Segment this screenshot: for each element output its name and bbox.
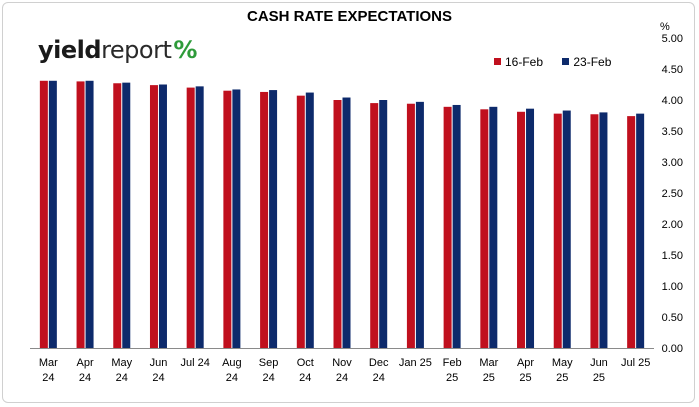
x-tick-label-line2: 24 xyxy=(42,372,54,384)
bar-23-feb-13 xyxy=(526,108,535,349)
y-tick-label: 4.00 xyxy=(662,95,683,107)
x-tick-label-line2: 24 xyxy=(116,372,128,384)
x-tick-label-line2: 25 xyxy=(556,372,568,384)
x-tick-label: Jun xyxy=(150,357,168,369)
x-tick-label: May xyxy=(111,357,132,369)
x-tick-label-line2: 25 xyxy=(519,372,531,384)
x-tick-label: Nov xyxy=(332,357,352,369)
x-tick-label-line2: 25 xyxy=(593,372,605,384)
bar-23-feb-6 xyxy=(269,90,278,348)
x-tick-label-line2: 24 xyxy=(226,372,238,384)
x-tick-label-line2: 24 xyxy=(336,372,348,384)
legend-label-16-feb: 16-Feb xyxy=(505,55,544,69)
bar-23-feb-16 xyxy=(636,113,645,348)
bar-23-feb-5 xyxy=(232,89,241,349)
bar-23-feb-7 xyxy=(305,92,314,348)
x-tick-label: Apr xyxy=(517,357,534,369)
x-tick-label: Aug xyxy=(222,357,242,369)
bar-23-feb-2 xyxy=(122,82,131,348)
y-tick-label: 4.50 xyxy=(662,64,683,76)
bar-23-feb-10 xyxy=(415,101,424,348)
logo-word-report: report xyxy=(101,36,172,64)
y-tick-label: 2.50 xyxy=(662,188,683,200)
x-tick-label: Oct xyxy=(297,357,314,369)
y-tick-label: 5.00 xyxy=(662,33,683,45)
legend-swatch-16-feb xyxy=(494,58,501,65)
bar-23-feb-0 xyxy=(48,80,57,348)
bar-16-feb-4 xyxy=(186,87,195,348)
bar-16-feb-8 xyxy=(333,100,342,348)
x-tick-label: Jun xyxy=(590,357,608,369)
x-tick-label-line2: 24 xyxy=(262,372,274,384)
y-tick-label: 2.00 xyxy=(662,219,683,231)
bar-23-feb-11 xyxy=(452,104,461,349)
x-tick-label: Mar xyxy=(479,357,498,369)
y-axis-unit: % xyxy=(660,21,670,33)
bar-16-feb-5 xyxy=(223,90,232,348)
y-tick-label: 1.00 xyxy=(662,281,683,293)
legend-item-16-feb: 16-Feb xyxy=(494,55,543,69)
y-tick-label: 1.50 xyxy=(662,250,683,262)
x-tick-label: Mar xyxy=(39,357,58,369)
y-tick-label: 3.50 xyxy=(662,126,683,138)
legend-item-23-feb: 23-Feb xyxy=(562,55,611,69)
x-tick-label-line2: 25 xyxy=(483,372,495,384)
x-tick-label: Jul 25 xyxy=(621,357,650,369)
x-tick-label: Feb xyxy=(443,357,462,369)
bar-16-feb-13 xyxy=(517,111,526,348)
legend: 16-Feb 23-Feb xyxy=(494,55,627,69)
x-tick-label-line2: 24 xyxy=(152,372,164,384)
x-tick-label: Apr xyxy=(76,357,93,369)
x-tick-label: Sep xyxy=(259,357,279,369)
bar-16-feb-9 xyxy=(370,103,379,348)
bar-16-feb-6 xyxy=(260,91,269,348)
yieldreport-logo: yieldreport% xyxy=(38,38,197,62)
x-tick-label-line2: 24 xyxy=(79,372,91,384)
bar-16-feb-16 xyxy=(627,116,636,349)
bar-16-feb-7 xyxy=(296,95,305,348)
bar-23-feb-3 xyxy=(158,84,167,348)
bar-23-feb-1 xyxy=(85,80,94,348)
bar-23-feb-8 xyxy=(342,97,351,349)
chart-title: CASH RATE EXPECTATIONS xyxy=(246,8,452,25)
x-tick-label: Jan 25 xyxy=(399,357,432,369)
bar-16-feb-14 xyxy=(553,113,562,348)
x-tick-label: Dec xyxy=(369,357,389,369)
y-tick-label: 0.50 xyxy=(662,312,683,324)
x-tick-label: Jul 24 xyxy=(180,357,209,369)
x-tick-label-line2: 24 xyxy=(299,372,311,384)
bar-16-feb-12 xyxy=(480,109,489,348)
x-tick-label: May xyxy=(552,357,573,369)
bar-16-feb-1 xyxy=(76,81,85,349)
x-tick-label-line2: 24 xyxy=(373,372,385,384)
bar-16-feb-10 xyxy=(406,103,415,348)
logo-percent-icon: % xyxy=(173,36,197,64)
bar-16-feb-0 xyxy=(39,80,48,348)
bar-23-feb-4 xyxy=(195,86,204,349)
legend-swatch-23-feb xyxy=(562,58,570,65)
bar-16-feb-3 xyxy=(149,85,158,349)
logo-word-yield: yield xyxy=(38,36,102,64)
bar-23-feb-14 xyxy=(562,110,571,348)
bar-23-feb-15 xyxy=(599,112,608,349)
bar-23-feb-12 xyxy=(489,106,498,348)
legend-label-23-feb: 23-Feb xyxy=(573,55,612,69)
y-tick-label: 0.00 xyxy=(662,343,683,355)
y-tick-label: 3.00 xyxy=(662,157,683,169)
bar-23-feb-9 xyxy=(379,100,388,348)
x-tick-label-line2: 25 xyxy=(446,372,458,384)
bar-16-feb-2 xyxy=(113,83,122,348)
bar-16-feb-11 xyxy=(443,106,452,348)
bar-16-feb-15 xyxy=(590,114,599,348)
